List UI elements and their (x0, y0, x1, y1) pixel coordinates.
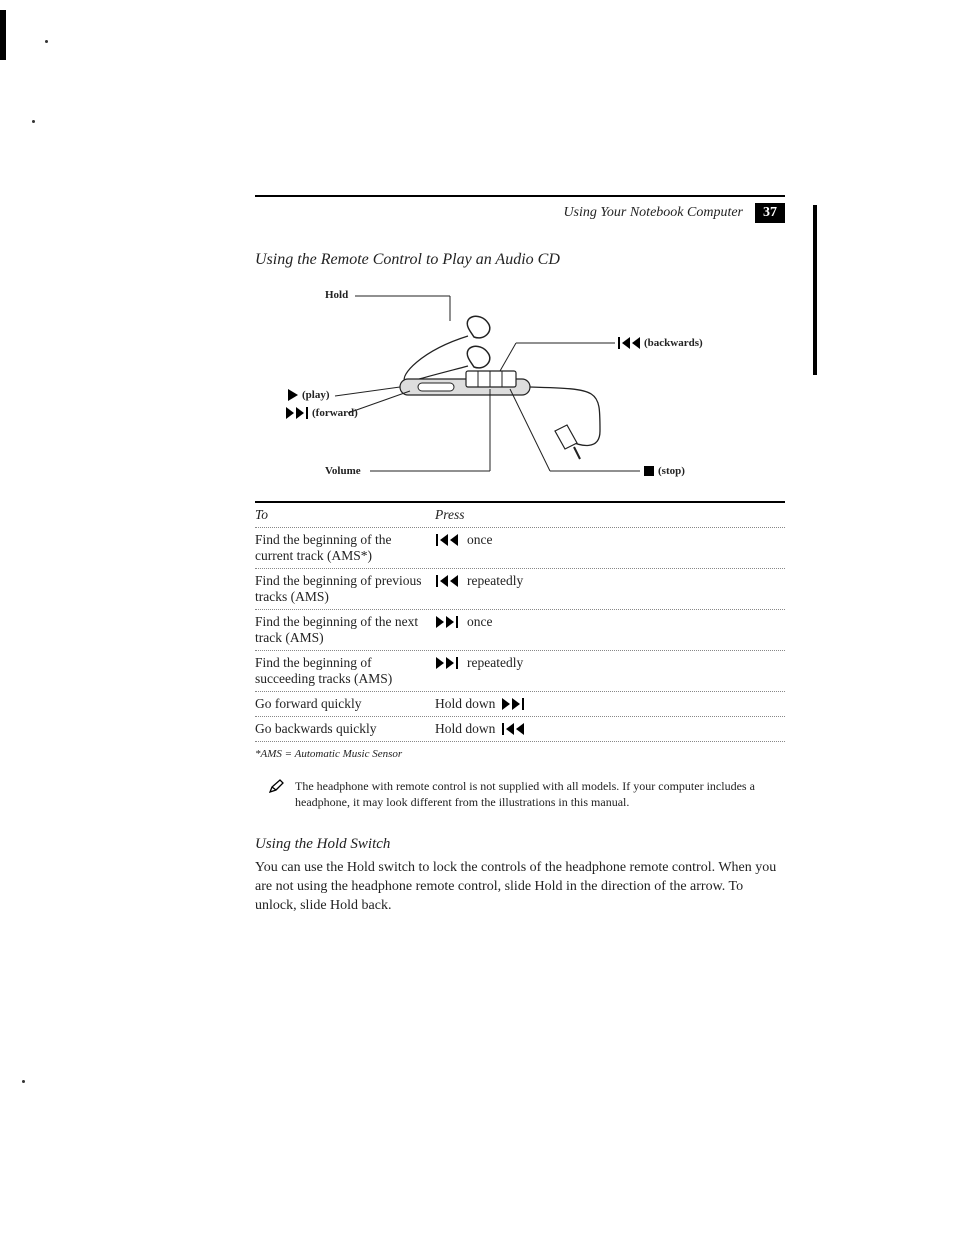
press-prefix: Hold down (435, 721, 495, 737)
row-press: once (435, 614, 785, 630)
section-2-body: You can use the Hold switch to lock the … (255, 859, 785, 916)
row-to: Find the beginning of previous tracks (A… (255, 573, 435, 605)
row-press: Hold down (435, 721, 785, 737)
scan-artifact (45, 40, 48, 43)
scan-artifact (22, 1080, 25, 1083)
press-suffix: once (467, 532, 492, 548)
row-to: Find the beginning of the next track (AM… (255, 614, 435, 646)
table-row: Find the beginning of the next track (AM… (255, 610, 785, 651)
next-track-icon (435, 616, 461, 628)
row-press: repeatedly (435, 573, 785, 589)
table-row: Go forward quicklyHold down (255, 692, 785, 717)
prev-track-icon (435, 575, 461, 587)
press-suffix: once (467, 614, 492, 630)
row-press: once (435, 532, 785, 548)
scan-artifact (32, 120, 35, 123)
row-to: Go forward quickly (255, 696, 435, 712)
header-rule (255, 195, 785, 197)
table-row: Find the beginning of the current track … (255, 528, 785, 569)
ams-footnote: *AMS = Automatic Music Sensor (255, 748, 785, 760)
scan-artifact (813, 205, 817, 375)
next-track-icon (501, 698, 527, 710)
pencil-icon (269, 779, 287, 810)
running-header: Using Your Notebook Computer 37 (255, 203, 785, 223)
row-to: Find the beginning of the current track … (255, 532, 435, 564)
section-title: Using the Remote Control to Play an Audi… (255, 251, 785, 269)
section-title-2: Using the Hold Switch (255, 836, 785, 853)
row-to: Go backwards quickly (255, 721, 435, 737)
note-text: The headphone with remote control is not… (295, 778, 785, 810)
label-volume: Volume (325, 465, 361, 477)
scan-artifact (0, 10, 6, 60)
page-number: 37 (755, 203, 785, 223)
label-forward: (forward) (312, 407, 358, 419)
controls-table: To Press Find the beginning of the curre… (255, 501, 785, 742)
col-to: To (255, 507, 435, 523)
table-row: Find the beginning of succeeding tracks … (255, 651, 785, 692)
label-play: (play) (302, 389, 330, 401)
header-text: Using Your Notebook Computer (563, 205, 743, 221)
press-prefix: Hold down (435, 696, 495, 712)
prev-track-icon (435, 534, 461, 546)
table-row: Go backwards quicklyHold down (255, 717, 785, 742)
label-stop: (stop) (658, 465, 685, 477)
press-suffix: repeatedly (467, 655, 523, 671)
table-row: Find the beginning of previous tracks (A… (255, 569, 785, 610)
page-content: Using Your Notebook Computer 37 Using th… (255, 195, 785, 916)
label-hold: Hold (325, 289, 348, 301)
headphone-note: The headphone with remote control is not… (255, 778, 785, 810)
prev-track-icon (501, 723, 527, 735)
row-press: repeatedly (435, 655, 785, 671)
label-backwards: (backwards) (644, 337, 703, 349)
row-press: Hold down (435, 696, 785, 712)
next-track-icon (435, 657, 461, 669)
press-suffix: repeatedly (467, 573, 523, 589)
remote-diagram: Hold (play) (forward) Volume (backwards)… (270, 281, 770, 491)
col-press: Press (435, 507, 785, 523)
row-to: Find the beginning of succeeding tracks … (255, 655, 435, 687)
table-header: To Press (255, 503, 785, 528)
remote-svg (270, 281, 770, 491)
